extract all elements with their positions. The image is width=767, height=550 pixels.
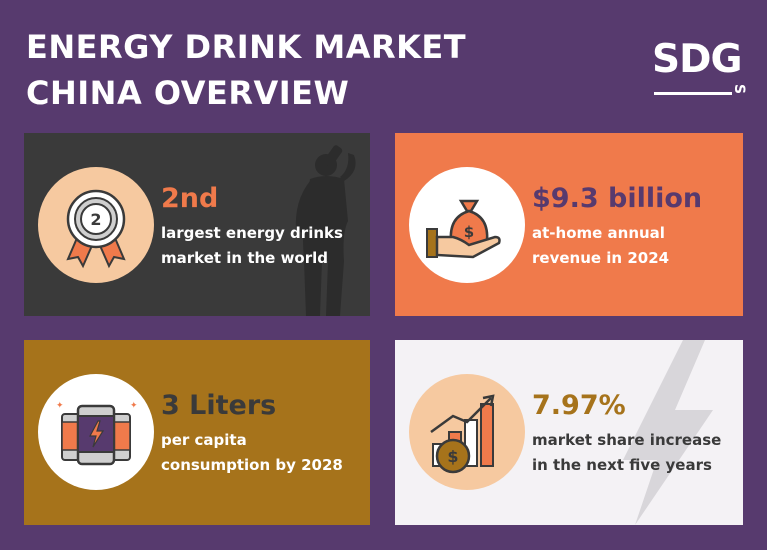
icon-circle: 2 <box>38 167 154 283</box>
logo-underline <box>654 92 732 95</box>
lightning-bolt-icon <box>623 340 713 525</box>
stat-card-ranking: 2 2nd largest energy drinks market in th… <box>24 133 370 316</box>
stat-description-line-1: at-home annual <box>532 224 665 242</box>
stat-card-market-share: $ 7.97% market share increase in the nex… <box>395 340 743 525</box>
stat-description: largest energy drinks market in the worl… <box>161 221 343 271</box>
stat-card-consumption: ✦ ✦ 3 Liters per capita consumption by 2… <box>24 340 370 525</box>
icon-circle: ✦ ✦ <box>38 374 154 490</box>
stat-description: at-home annual revenue in 2024 <box>532 221 669 271</box>
icon-circle: $ <box>409 374 525 490</box>
stat-description-line-2: market in the world <box>161 249 329 267</box>
svg-text:2: 2 <box>90 210 101 229</box>
stat-description: market share increase in the next five y… <box>532 428 721 478</box>
athlete-drinking-silhouette-icon <box>295 145 356 316</box>
stat-description-line-2: in the next five years <box>532 456 712 474</box>
stat-value: $9.3 billion <box>532 183 703 214</box>
stat-description-line-1: per capita <box>161 431 247 449</box>
stat-description: per capita consumption by 2028 <box>161 428 343 478</box>
svg-text:$: $ <box>447 447 458 466</box>
icon-circle: $ <box>409 167 525 283</box>
svg-text:✦: ✦ <box>130 401 138 411</box>
stat-value: 2nd <box>161 183 219 214</box>
money-bag-hand-icon: $ <box>426 199 501 259</box>
svg-text:$: $ <box>464 223 474 241</box>
page-title: ENERGY DRINK MARKET CHINA OVERVIEW <box>26 24 466 116</box>
svg-text:✦: ✦ <box>56 401 64 411</box>
title-line-2: CHINA OVERVIEW <box>26 74 350 112</box>
stat-card-revenue: $ $9.3 billion at-home annual revenue in… <box>395 133 743 316</box>
growth-chart-coin-icon: $ <box>430 394 495 474</box>
energy-cans-icon: ✦ ✦ <box>56 401 138 466</box>
stat-description-line-1: market share increase <box>532 431 722 449</box>
stat-description-line-2: revenue in 2024 <box>532 249 670 267</box>
logo-text: SDG <box>652 37 742 82</box>
title-line-1: ENERGY DRINK MARKET <box>26 28 467 66</box>
ribbon-medal-icon: 2 <box>66 189 126 269</box>
sdg-logo: SDG S <box>652 38 748 100</box>
stat-description-line-1: largest energy drinks <box>161 224 343 242</box>
logo-suffix: S <box>731 83 748 95</box>
stat-value: 7.97% <box>532 390 626 421</box>
stat-description-line-2: consumption by 2028 <box>161 456 343 474</box>
stat-value: 3 Liters <box>161 390 277 421</box>
